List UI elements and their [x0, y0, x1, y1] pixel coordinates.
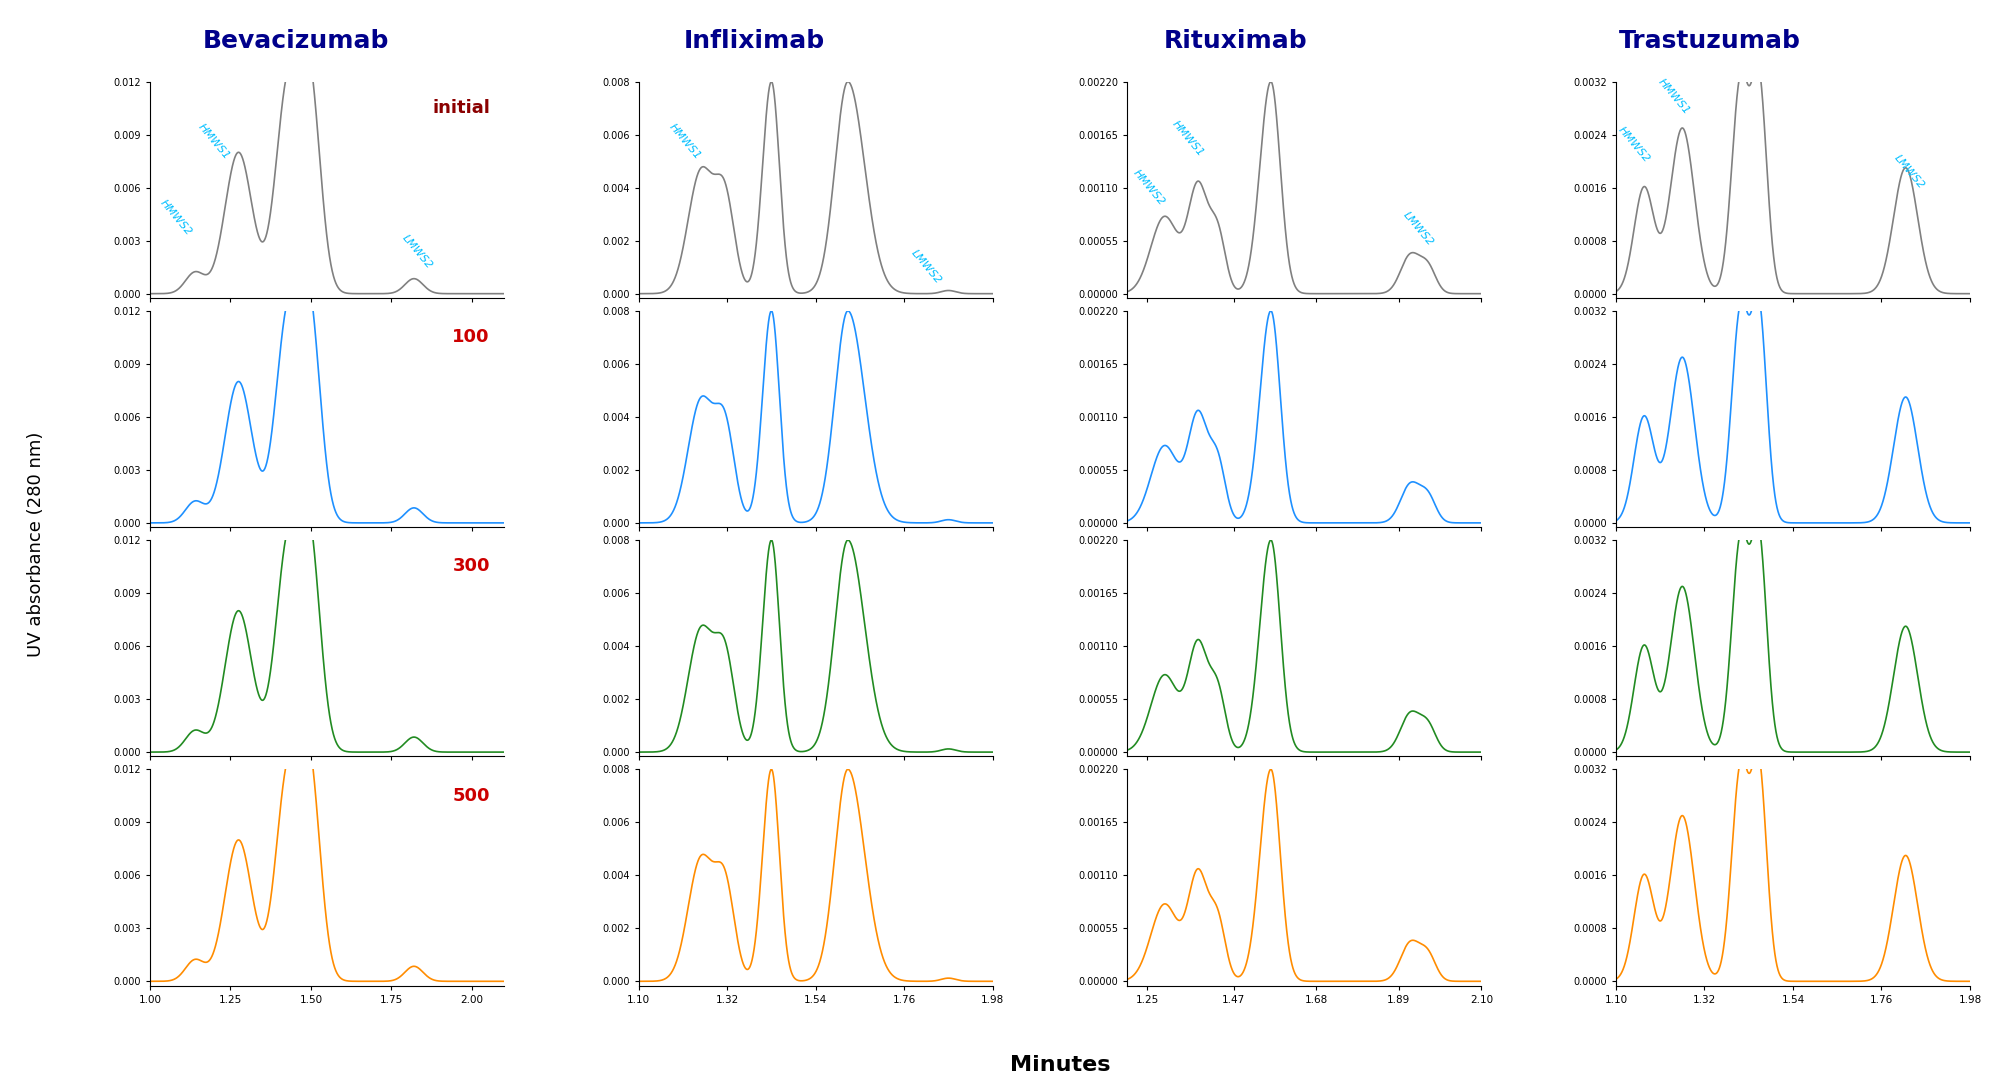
Text: HMWS2: HMWS2	[1132, 168, 1166, 207]
Text: HMWS1: HMWS1	[1170, 119, 1206, 159]
Text: LMWS2: LMWS2	[1402, 209, 1436, 247]
Text: HMWS1: HMWS1	[668, 122, 702, 161]
Text: 100: 100	[452, 328, 490, 346]
Text: Infliximab: Infliximab	[684, 29, 824, 53]
Text: Bevacizumab: Bevacizumab	[202, 29, 390, 53]
Text: 500: 500	[452, 786, 490, 805]
Text: HMWS1: HMWS1	[1656, 76, 1692, 117]
Text: HMWS2: HMWS2	[1616, 125, 1652, 164]
Text: UV absorbance (280 nm): UV absorbance (280 nm)	[26, 432, 46, 657]
Text: LMWS2: LMWS2	[910, 248, 944, 286]
Text: HMWS2: HMWS2	[158, 197, 194, 237]
Text: Rituximab: Rituximab	[1164, 29, 1308, 53]
Text: LMWS2: LMWS2	[400, 233, 434, 271]
Text: 300: 300	[452, 558, 490, 575]
Text: HMWS1: HMWS1	[196, 122, 232, 161]
Text: LMWS2: LMWS2	[1892, 154, 1926, 191]
Text: Trastuzumab: Trastuzumab	[1620, 29, 1800, 53]
Text: initial: initial	[432, 99, 490, 117]
Text: Minutes: Minutes	[1010, 1055, 1110, 1075]
